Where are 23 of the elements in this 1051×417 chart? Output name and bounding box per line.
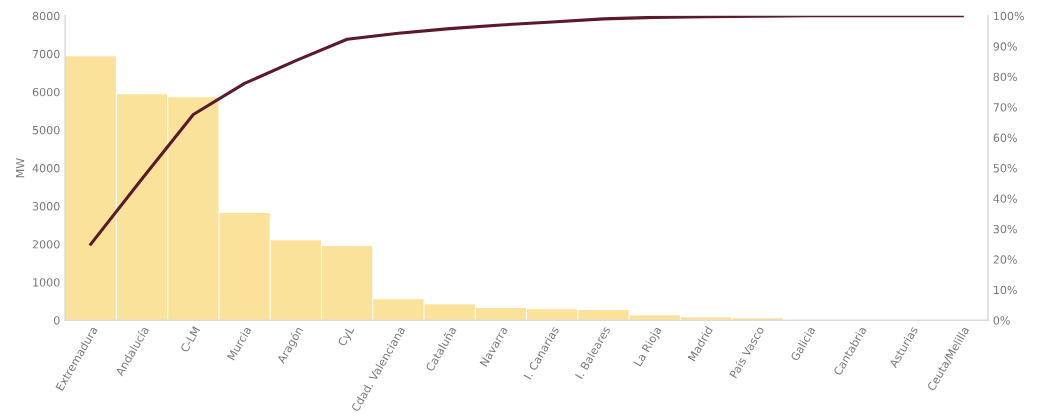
y-tick-label: 1000 bbox=[33, 278, 60, 287]
y-tick-label: 4000 bbox=[32, 164, 60, 173]
y2-tick-label: 80% bbox=[993, 72, 1017, 82]
y2-tick-label: 40% bbox=[993, 194, 1017, 203]
y-axis-title: MW bbox=[16, 158, 25, 178]
y-tick-label: 3000 bbox=[32, 202, 60, 211]
y2-tick-label: 30% bbox=[993, 224, 1017, 234]
y-tick-label: 8000 bbox=[32, 11, 60, 21]
y2-tick-label: 100% bbox=[994, 11, 1024, 21]
y2-tick-label: 60% bbox=[993, 133, 1017, 142]
y-tick-label: 6000 bbox=[32, 87, 60, 97]
y2-tick-label: 50% bbox=[993, 164, 1017, 173]
y-tick-label: 2000 bbox=[32, 240, 60, 249]
y-tick-label: 5000 bbox=[32, 125, 60, 135]
y-tick-label: 7000 bbox=[32, 49, 60, 59]
y2-tick-label: 10% bbox=[994, 285, 1017, 295]
y2-tick-label: 70% bbox=[993, 103, 1017, 112]
y2-tick-label: 90% bbox=[993, 42, 1017, 51]
line-series bbox=[89, 15, 964, 246]
y2-tick-label: 20% bbox=[993, 255, 1017, 264]
x-tick-label: CyL bbox=[337, 325, 357, 348]
y-tick-label: 0 bbox=[53, 316, 60, 325]
y2-tick-label: 0% bbox=[993, 316, 1010, 325]
